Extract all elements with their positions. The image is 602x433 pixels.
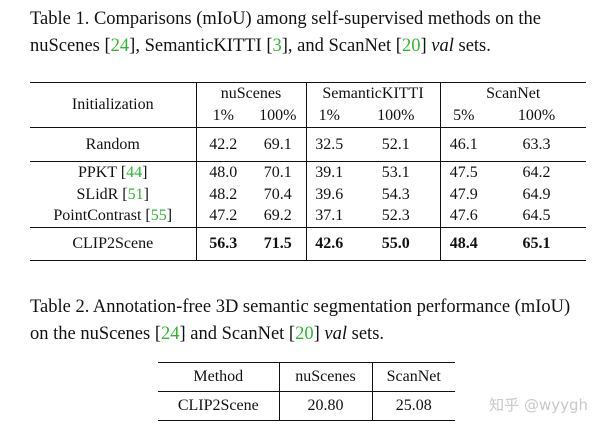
table-row: SLidR [51] 48.2 70.4 39.6 54.3 47.9 64.9: [30, 183, 586, 206]
citation-link[interactable]: 20: [295, 324, 314, 344]
table-cell: 55.0: [352, 227, 441, 261]
citation-link[interactable]: 24: [110, 36, 130, 56]
table-cell: 71.5: [250, 227, 307, 261]
watermark: 知乎 @wyygh: [489, 396, 588, 414]
table-row: PPKT [44] 48.0 70.1 39.1 53.1 47.5 64.2: [30, 161, 586, 184]
table-cell: 47.5: [440, 161, 487, 184]
table-row: Random 42.2 69.1 32.5 52.1 46.1 63.3: [30, 127, 586, 162]
table-cell: 56.3: [196, 227, 250, 261]
table-cell: 70.4: [250, 183, 307, 206]
header-split: 5%: [453, 107, 475, 125]
table-cell: 25.08: [372, 391, 455, 421]
header-dataset: ScanNet: [440, 82, 586, 106]
row-label: PointContrast [55]: [30, 205, 197, 228]
row-label: CLIP2Scene: [30, 227, 197, 261]
citation-link[interactable]: 51: [127, 185, 144, 203]
table-row: PointContrast [55] 47.2 69.2 37.1 52.3 4…: [30, 205, 586, 228]
citation-link[interactable]: 55: [150, 207, 167, 225]
citation-link[interactable]: 44: [126, 163, 143, 181]
header-split: 100%: [250, 105, 307, 128]
citation-link[interactable]: 3: [272, 36, 282, 56]
table-cell: 47.9: [449, 185, 478, 203]
annotation-free-table: Method nuScenes ScanNet CLIP2Scene 20.80…: [158, 362, 455, 421]
table1-caption: Table 1. Comparisons (mIoU) among self-s…: [30, 9, 541, 56]
table-cell: 63.3: [487, 127, 586, 162]
table-cell: 64.5: [522, 207, 551, 225]
table-cell: 42.6: [306, 227, 352, 261]
row-label: Random: [30, 127, 197, 162]
table-cell: 69.1: [250, 127, 307, 162]
header-split: 100%: [352, 105, 441, 128]
header-split: 1%: [318, 107, 340, 125]
row-label: SLidR [51]: [30, 183, 197, 206]
table-cell: 52.3: [352, 205, 441, 228]
table-cell: 64.2: [487, 161, 586, 184]
table-cell: 70.1: [250, 161, 307, 184]
table-row: CLIP2Scene 20.80 25.08: [158, 391, 455, 421]
row-label: PPKT [44]: [30, 161, 197, 184]
table-cell: 69.2: [250, 205, 307, 228]
header-split: 1%: [212, 107, 234, 125]
table-row: CLIP2Scene 56.3 71.5 42.6 55.0 48.4 65.1: [30, 227, 586, 261]
table-cell: 39.6: [315, 185, 344, 203]
table-cell: 48.4: [440, 227, 487, 261]
table-cell: 42.2: [196, 127, 250, 162]
table-cell: 47.2: [209, 207, 238, 225]
table-cell: 48.2: [209, 185, 238, 203]
table-cell: 48.0: [196, 161, 250, 184]
citation-link[interactable]: 20: [401, 36, 421, 56]
table-cell: 47.6: [449, 207, 478, 225]
table-cell: 37.1: [315, 207, 344, 225]
row-label: CLIP2Scene: [158, 391, 280, 421]
citation-link[interactable]: 24: [161, 324, 180, 344]
table2-caption: Table 2. Annotation-free 3D semantic seg…: [30, 297, 571, 344]
table-cell: 54.3: [352, 183, 441, 206]
header-dataset: nuScenes: [279, 362, 373, 392]
table-cell: 46.1: [440, 127, 487, 162]
table-cell: 32.5: [306, 127, 352, 162]
header-dataset: ScanNet: [372, 362, 455, 392]
table-cell: 53.1: [352, 161, 441, 184]
table-cell: 64.9: [522, 185, 551, 203]
comparison-table: Initialization nuScenes SemanticKITTI Sc…: [30, 82, 586, 261]
header-method: Method: [158, 362, 280, 392]
header-split: 100%: [517, 107, 556, 125]
header-dataset: nuScenes: [196, 82, 307, 106]
table-cell: 65.1: [487, 227, 586, 261]
table-cell: 20.80: [279, 391, 373, 421]
table-cell: 39.1: [306, 161, 352, 184]
table-cell: 52.1: [352, 127, 441, 162]
header-initialization: Initialization: [30, 82, 197, 128]
header-dataset: SemanticKITTI: [306, 82, 441, 106]
